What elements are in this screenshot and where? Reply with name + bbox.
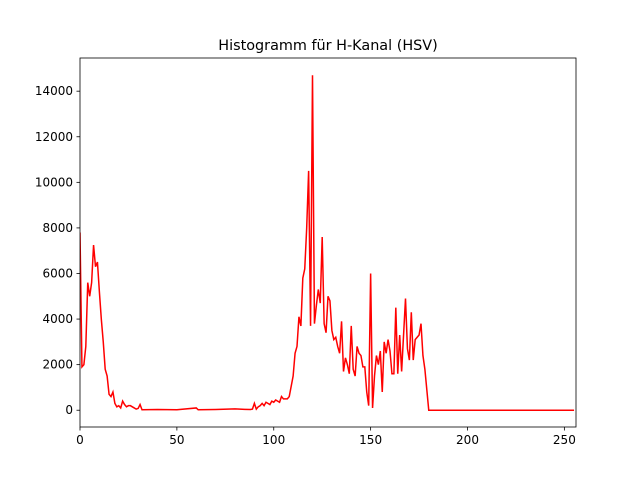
x-tick-label: 0	[76, 433, 84, 447]
y-tick-label: 6000	[42, 266, 73, 280]
x-tick-label: 50	[169, 433, 184, 447]
chart-title: Histogramm für H-Kanal (HSV)	[218, 38, 437, 54]
x-tick-label: 250	[553, 433, 576, 447]
x-tick-label: 100	[262, 433, 285, 447]
line	[80, 75, 575, 411]
plot-frame	[79, 57, 577, 428]
y-tick-label: 12000	[35, 130, 73, 144]
y-tick-label: 10000	[35, 175, 73, 189]
y-tick-label: 8000	[42, 221, 73, 235]
y-tick-label: 2000	[42, 358, 73, 372]
y-tick-label: 0	[65, 403, 73, 417]
y-tick-label: 14000	[35, 84, 73, 98]
y-tick-label: 4000	[42, 312, 73, 326]
x-tick-label: 150	[359, 433, 382, 447]
x-tick-label: 200	[456, 433, 479, 447]
